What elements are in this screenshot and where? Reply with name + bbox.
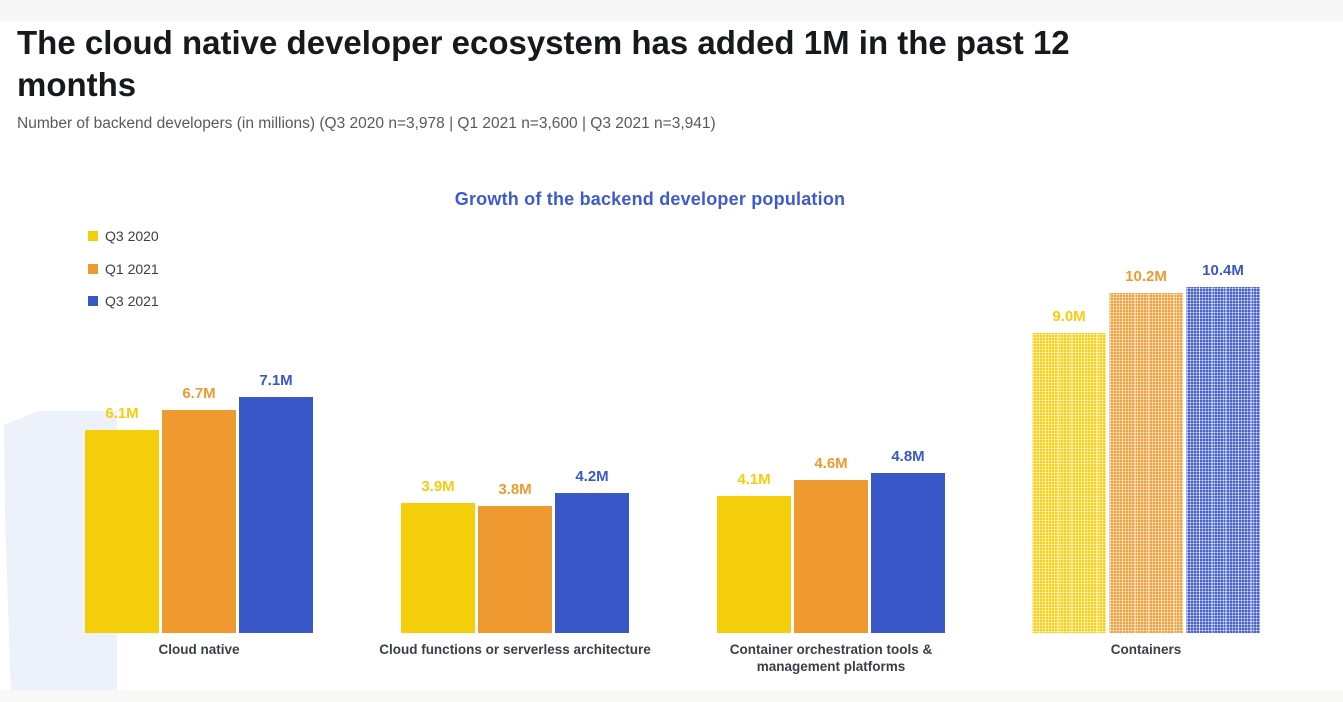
bar-value-label: 4.8M bbox=[891, 448, 925, 465]
category-label-line: Cloud functions or serverless architectu… bbox=[379, 642, 651, 657]
bar bbox=[1032, 333, 1106, 633]
bar bbox=[1186, 287, 1260, 633]
bar-value-label: 6.7M bbox=[182, 385, 216, 402]
bar bbox=[1109, 293, 1183, 633]
legend-swatch bbox=[88, 264, 98, 274]
bar bbox=[162, 410, 236, 633]
bar-value-label: 4.6M bbox=[814, 455, 848, 472]
bar bbox=[239, 397, 313, 633]
bar-value-label: 6.1M bbox=[105, 405, 139, 422]
legend-item: Q3 2021 bbox=[88, 293, 159, 309]
category-label-line: management platforms bbox=[756, 659, 906, 674]
bar-value-label: 10.2M bbox=[1125, 268, 1167, 285]
bottom-band bbox=[0, 690, 1343, 702]
legend-label: Q3 2021 bbox=[105, 293, 159, 309]
bar-value-label: 4.1M bbox=[737, 471, 771, 488]
bar bbox=[478, 506, 552, 633]
bar-value-label: 10.4M bbox=[1202, 262, 1244, 279]
legend-label: Q1 2021 bbox=[105, 261, 159, 277]
page-title: The cloud native developer ecosystem has… bbox=[17, 22, 1332, 106]
category-label-line: Container orchestration tools & bbox=[729, 642, 933, 657]
bar bbox=[401, 503, 475, 633]
bar-value-label: 7.1M bbox=[259, 372, 293, 389]
legend-item: Q1 2021 bbox=[88, 261, 159, 277]
bar-value-label: 9.0M bbox=[1052, 308, 1086, 325]
bar-value-label: 3.8M bbox=[498, 481, 532, 498]
category-label-line: Cloud native bbox=[158, 642, 240, 657]
page-title-line1: The cloud native developer ecosystem has… bbox=[17, 24, 1070, 61]
bar bbox=[717, 496, 791, 633]
bar bbox=[555, 493, 629, 633]
category-label: Cloud functions or serverless architectu… bbox=[325, 641, 705, 658]
top-band bbox=[0, 0, 1343, 22]
chart-title: Growth of the backend developer populati… bbox=[454, 189, 846, 209]
category-label-line: Containers bbox=[1110, 642, 1182, 657]
page-subtitle: Number of backend developers (in million… bbox=[17, 115, 716, 132]
category-label: Cloud native bbox=[9, 641, 389, 658]
legend-swatch bbox=[88, 231, 98, 241]
bar-value-label: 3.9M bbox=[421, 478, 455, 495]
legend-item: Q3 2020 bbox=[88, 228, 159, 244]
bar bbox=[871, 473, 945, 633]
bar bbox=[85, 430, 159, 633]
bar-value-label: 4.2M bbox=[575, 468, 609, 485]
category-label: Containers bbox=[956, 641, 1336, 658]
bar bbox=[794, 480, 868, 633]
legend-swatch bbox=[88, 296, 98, 306]
page-title-line2: months bbox=[17, 66, 137, 103]
legend-label: Q3 2020 bbox=[105, 228, 159, 244]
category-label: Container orchestration tools & managemen… bbox=[641, 641, 1021, 675]
